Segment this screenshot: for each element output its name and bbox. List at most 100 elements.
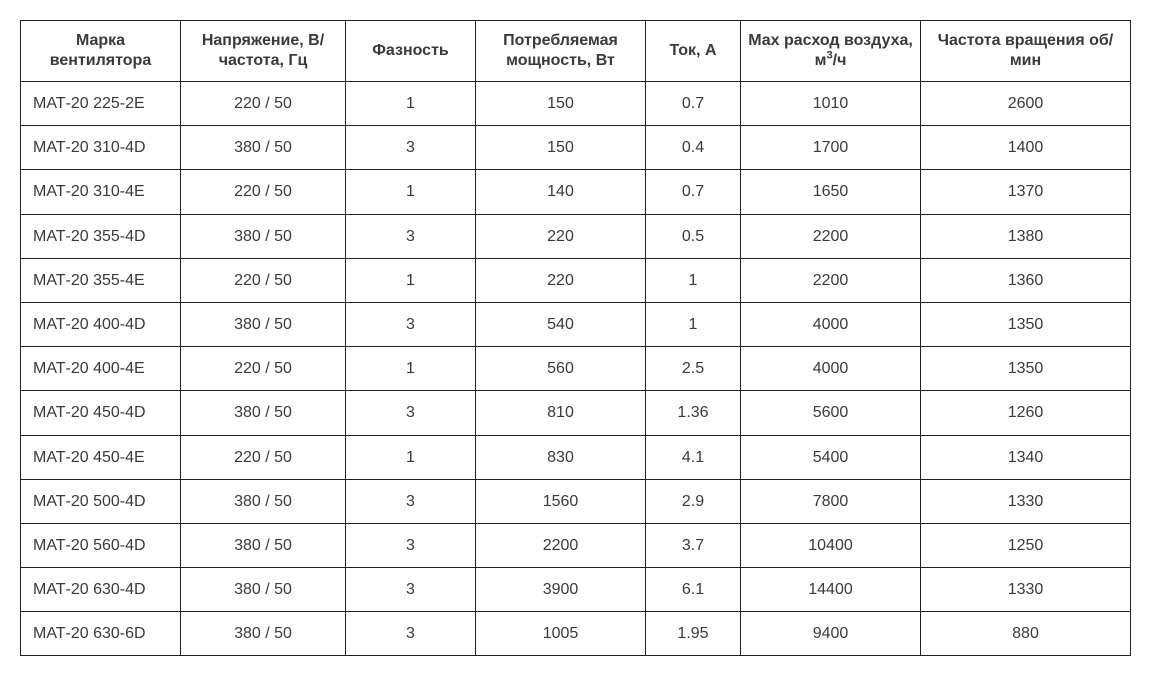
cell-rpm: 1330 bbox=[921, 479, 1131, 523]
cell-phase: 1 bbox=[346, 435, 476, 479]
cell-voltage: 220 / 50 bbox=[181, 170, 346, 214]
cell-rpm: 1330 bbox=[921, 568, 1131, 612]
cell-voltage: 380 / 50 bbox=[181, 391, 346, 435]
cell-airflow: 7800 bbox=[741, 479, 921, 523]
cell-model: МАТ-20 310-4Е bbox=[21, 170, 181, 214]
cell-airflow: 4000 bbox=[741, 347, 921, 391]
header-phase: Фазность bbox=[346, 21, 476, 82]
cell-phase: 1 bbox=[346, 347, 476, 391]
cell-model: МАТ-20 450-4Е bbox=[21, 435, 181, 479]
cell-phase: 1 bbox=[346, 170, 476, 214]
cell-voltage: 380 / 50 bbox=[181, 214, 346, 258]
cell-phase: 3 bbox=[346, 391, 476, 435]
cell-voltage: 220 / 50 bbox=[181, 82, 346, 126]
cell-model: МАТ-20 450-4D bbox=[21, 391, 181, 435]
table-row: МАТ-20 225-2Е220 / 5011500.710102600 bbox=[21, 82, 1131, 126]
cell-power: 2200 bbox=[476, 523, 646, 567]
header-power: Потребляемая мощность, Вт bbox=[476, 21, 646, 82]
header-model: Марка вентилятора bbox=[21, 21, 181, 82]
cell-voltage: 220 / 50 bbox=[181, 347, 346, 391]
cell-current: 2.9 bbox=[646, 479, 741, 523]
cell-power: 3900 bbox=[476, 568, 646, 612]
header-current: Ток, А bbox=[646, 21, 741, 82]
header-airflow: Мах расход воздуха, м3/ч bbox=[741, 21, 921, 82]
cell-voltage: 380 / 50 bbox=[181, 479, 346, 523]
header-rpm: Частота вращения об/мин bbox=[921, 21, 1131, 82]
table-row: МАТ-20 400-4D380 / 503540140001350 bbox=[21, 302, 1131, 346]
cell-current: 4.1 bbox=[646, 435, 741, 479]
cell-power: 830 bbox=[476, 435, 646, 479]
cell-rpm: 2600 bbox=[921, 82, 1131, 126]
cell-power: 150 bbox=[476, 126, 646, 170]
cell-rpm: 1340 bbox=[921, 435, 1131, 479]
table-row: МАТ-20 355-4Е220 / 501220122001360 bbox=[21, 258, 1131, 302]
cell-current: 6.1 bbox=[646, 568, 741, 612]
table-header-row: Марка вентилятораНапряжение, В/ частота,… bbox=[21, 21, 1131, 82]
cell-power: 540 bbox=[476, 302, 646, 346]
cell-voltage: 220 / 50 bbox=[181, 435, 346, 479]
cell-rpm: 1350 bbox=[921, 302, 1131, 346]
cell-phase: 3 bbox=[346, 523, 476, 567]
header-voltage: Напряжение, В/ частота, Гц bbox=[181, 21, 346, 82]
cell-rpm: 1370 bbox=[921, 170, 1131, 214]
table-row: МАТ-20 355-4D380 / 5032200.522001380 bbox=[21, 214, 1131, 258]
cell-model: МАТ-20 400-4D bbox=[21, 302, 181, 346]
table-row: МАТ-20 500-4D380 / 50315602.978001330 bbox=[21, 479, 1131, 523]
cell-current: 3.7 bbox=[646, 523, 741, 567]
cell-airflow: 1700 bbox=[741, 126, 921, 170]
cell-airflow: 14400 bbox=[741, 568, 921, 612]
cell-voltage: 380 / 50 bbox=[181, 523, 346, 567]
cell-voltage: 220 / 50 bbox=[181, 258, 346, 302]
cell-phase: 3 bbox=[346, 214, 476, 258]
cell-phase: 3 bbox=[346, 612, 476, 656]
table-row: МАТ-20 450-4D380 / 5038101.3656001260 bbox=[21, 391, 1131, 435]
cell-model: МАТ-20 560-4D bbox=[21, 523, 181, 567]
cell-airflow: 10400 bbox=[741, 523, 921, 567]
table-row: МАТ-20 310-4Е220 / 5011400.716501370 bbox=[21, 170, 1131, 214]
cell-phase: 3 bbox=[346, 126, 476, 170]
cell-current: 0.4 bbox=[646, 126, 741, 170]
table-row: МАТ-20 630-4D380 / 50339006.1144001330 bbox=[21, 568, 1131, 612]
cell-rpm: 1380 bbox=[921, 214, 1131, 258]
cell-rpm: 1360 bbox=[921, 258, 1131, 302]
cell-airflow: 5400 bbox=[741, 435, 921, 479]
cell-voltage: 380 / 50 bbox=[181, 302, 346, 346]
table-row: МАТ-20 450-4Е220 / 5018304.154001340 bbox=[21, 435, 1131, 479]
cell-phase: 3 bbox=[346, 479, 476, 523]
cell-current: 1 bbox=[646, 302, 741, 346]
cell-rpm: 1250 bbox=[921, 523, 1131, 567]
cell-rpm: 1350 bbox=[921, 347, 1131, 391]
cell-voltage: 380 / 50 bbox=[181, 126, 346, 170]
cell-airflow: 1650 bbox=[741, 170, 921, 214]
cell-model: МАТ-20 355-4Е bbox=[21, 258, 181, 302]
cell-rpm: 1260 bbox=[921, 391, 1131, 435]
cell-current: 0.5 bbox=[646, 214, 741, 258]
cell-phase: 3 bbox=[346, 302, 476, 346]
cell-model: МАТ-20 630-6D bbox=[21, 612, 181, 656]
cell-voltage: 380 / 50 bbox=[181, 612, 346, 656]
table-row: МАТ-20 630-6D380 / 50310051.959400880 bbox=[21, 612, 1131, 656]
cell-rpm: 1400 bbox=[921, 126, 1131, 170]
cell-model: МАТ-20 630-4D bbox=[21, 568, 181, 612]
cell-model: МАТ-20 355-4D bbox=[21, 214, 181, 258]
cell-power: 220 bbox=[476, 258, 646, 302]
cell-model: МАТ-20 400-4Е bbox=[21, 347, 181, 391]
cell-power: 560 bbox=[476, 347, 646, 391]
cell-model: МАТ-20 500-4D bbox=[21, 479, 181, 523]
cell-power: 1560 bbox=[476, 479, 646, 523]
cell-power: 150 bbox=[476, 82, 646, 126]
table-row: МАТ-20 560-4D380 / 50322003.7104001250 bbox=[21, 523, 1131, 567]
cell-rpm: 880 bbox=[921, 612, 1131, 656]
cell-power: 1005 bbox=[476, 612, 646, 656]
cell-current: 1.36 bbox=[646, 391, 741, 435]
cell-airflow: 2200 bbox=[741, 258, 921, 302]
cell-airflow: 1010 bbox=[741, 82, 921, 126]
cell-airflow: 9400 bbox=[741, 612, 921, 656]
cell-model: МАТ-20 310-4D bbox=[21, 126, 181, 170]
table-row: МАТ-20 310-4D380 / 5031500.417001400 bbox=[21, 126, 1131, 170]
cell-airflow: 4000 bbox=[741, 302, 921, 346]
cell-current: 1 bbox=[646, 258, 741, 302]
cell-power: 810 bbox=[476, 391, 646, 435]
cell-airflow: 2200 bbox=[741, 214, 921, 258]
cell-current: 2.5 bbox=[646, 347, 741, 391]
